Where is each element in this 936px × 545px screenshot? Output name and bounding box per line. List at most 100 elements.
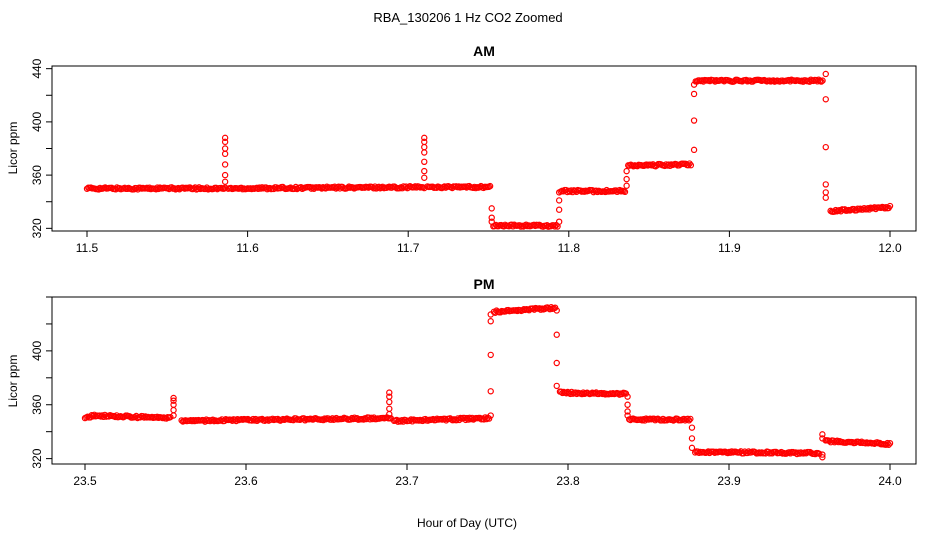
y-tick-label: 400 (30, 112, 44, 132)
data-point (386, 393, 393, 400)
data-point (553, 331, 560, 338)
data-point (685, 161, 692, 169)
y-tick-label: 400 (30, 341, 44, 361)
data-point (482, 414, 489, 421)
data-point (221, 161, 229, 168)
data-point (421, 134, 428, 142)
data-point (421, 167, 428, 175)
data-point (688, 435, 696, 442)
data-point (485, 415, 493, 422)
data-point (819, 454, 826, 461)
data-point (624, 393, 631, 400)
data-point (822, 143, 829, 151)
data-point (623, 182, 630, 189)
data-point (421, 149, 428, 156)
data-point (221, 138, 229, 146)
data-point (537, 306, 545, 313)
data-point (555, 218, 563, 225)
data-point (488, 214, 495, 221)
data-point (421, 138, 428, 146)
data-point (624, 401, 631, 408)
data-point (822, 189, 829, 196)
axis-ticks: 11.5 11.6 11.7 11.8 11.9 12.0 320 360 400 440 (30, 58, 902, 255)
panel-pm: PM Licor ppm 23.5 23.6 23.7 23.8 23.9 24.0 320… (6, 276, 917, 488)
data-point (221, 150, 229, 158)
data-point (688, 444, 696, 452)
data-point (624, 412, 631, 419)
y-tick-label: 440 (30, 58, 44, 78)
data-point (881, 205, 889, 212)
data-point (623, 175, 630, 183)
data-point (221, 171, 229, 179)
panel-title: AM (473, 43, 495, 59)
data-point (221, 178, 229, 185)
data-point (819, 435, 826, 442)
data-point (170, 401, 177, 408)
data-point (886, 202, 894, 210)
data-point (623, 167, 630, 175)
data-point (555, 189, 563, 196)
data-point (822, 96, 829, 103)
data-point (687, 415, 694, 423)
y-tick-label: 360 (30, 394, 44, 414)
data-point (684, 415, 691, 423)
x-tick-label: 23.5 (73, 474, 97, 488)
data-point (690, 117, 698, 124)
data-point (553, 359, 560, 367)
x-tick-label: 23.7 (395, 474, 419, 488)
data-point (421, 143, 428, 151)
data-point (550, 222, 557, 229)
data-point (170, 397, 177, 404)
axis-ticks: 23.5 23.6 23.7 23.8 23.9 24.0 320 360 400 (30, 296, 902, 488)
data-point (553, 307, 560, 314)
x-tick-label: 11.6 (236, 241, 259, 255)
data-point (386, 405, 393, 412)
data-point (690, 146, 698, 154)
data-point (421, 158, 428, 166)
x-tick-label: 12.0 (878, 241, 902, 255)
x-tick-label: 23.8 (556, 474, 580, 488)
x-tick-label: 11.7 (397, 241, 420, 255)
data-point (882, 441, 890, 448)
data-point (220, 185, 228, 192)
y-tick-label: 360 (30, 165, 44, 185)
data-point (822, 70, 829, 78)
data-point (221, 145, 229, 152)
data-point (624, 408, 631, 415)
panel-title: PM (474, 276, 495, 292)
data-point (690, 81, 698, 88)
y-tick-label: 320 (30, 218, 44, 238)
data-point (819, 451, 826, 458)
x-axis-label: Hour of Day (UTC) (417, 516, 517, 530)
data-point (685, 417, 693, 424)
data-point (886, 439, 894, 447)
x-tick-label: 23.6 (234, 474, 258, 488)
data-point (885, 441, 892, 448)
data-point (221, 134, 229, 142)
data-points (83, 70, 894, 230)
data-point (688, 424, 696, 431)
data-point (170, 394, 177, 402)
y-tick-label: 320 (30, 448, 44, 468)
x-tick-label: 24.0 (878, 474, 902, 488)
x-tick-label: 23.9 (717, 474, 741, 488)
data-point (555, 197, 563, 204)
data-point (487, 318, 494, 325)
data-point (386, 389, 393, 396)
data-point (822, 181, 829, 188)
data-point (487, 311, 494, 318)
x-tick-label: 11.8 (558, 241, 581, 255)
data-point (167, 413, 174, 421)
plot-frame (51, 296, 917, 465)
data-point (551, 223, 559, 230)
figure-title: RBA_130206 1 Hz CO2 Zoomed (373, 10, 562, 25)
data-point (819, 77, 826, 84)
data-point (258, 184, 266, 191)
data-point (818, 78, 825, 85)
data-point (221, 184, 229, 191)
data-point (690, 90, 698, 98)
data-point (815, 450, 823, 457)
y-axis-label: Licor ppm (6, 122, 20, 175)
